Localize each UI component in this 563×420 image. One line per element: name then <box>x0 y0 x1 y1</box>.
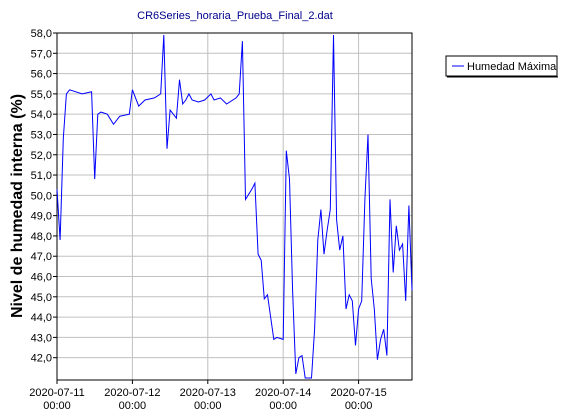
y-tick-label: 48,0 <box>31 231 52 243</box>
y-axis-label: Nivel de humedad interna (%) <box>9 94 26 318</box>
y-tick-label: 43,0 <box>31 332 52 344</box>
legend-label: Humedad Máxima <box>467 61 557 73</box>
y-tick-label: 45,0 <box>31 292 52 304</box>
legend: Humedad Máxima <box>445 55 558 78</box>
y-tick-label: 55,0 <box>31 89 52 101</box>
y-tick-label: 52,0 <box>31 150 52 162</box>
y-tick-label: 46,0 <box>31 272 52 284</box>
x-tick-label: 2020-07-12 00:00 <box>104 387 160 412</box>
x-tick-label: 2020-07-14 00:00 <box>255 387 311 412</box>
x-tick-label: 2020-07-11 00:00 <box>29 387 84 412</box>
y-tick-label: 54,0 <box>31 109 52 121</box>
plot-frame <box>56 32 413 381</box>
legend-box <box>445 55 558 77</box>
data-line <box>56 34 413 379</box>
y-tick-label: 47,0 <box>31 251 52 263</box>
x-tick-label: 2020-07-13 00:00 <box>180 387 236 412</box>
y-tick-label: 51,0 <box>31 170 52 182</box>
y-tick-label: 50,0 <box>31 190 52 202</box>
y-tick-label: 56,0 <box>31 69 52 81</box>
x-tick-label: 2020-07-15 00:00 <box>330 387 386 412</box>
y-tick-label: 42,0 <box>31 353 52 365</box>
y-tick-label: 44,0 <box>31 312 52 324</box>
y-tick-label: 49,0 <box>31 211 52 223</box>
chart-title: CR6Series_horaria_Prueba_Final_2.dat <box>137 10 333 22</box>
y-tick-label: 57,0 <box>31 48 52 60</box>
y-tick-label: 53,0 <box>31 129 52 141</box>
y-tick-label: 58,0 <box>31 28 52 40</box>
